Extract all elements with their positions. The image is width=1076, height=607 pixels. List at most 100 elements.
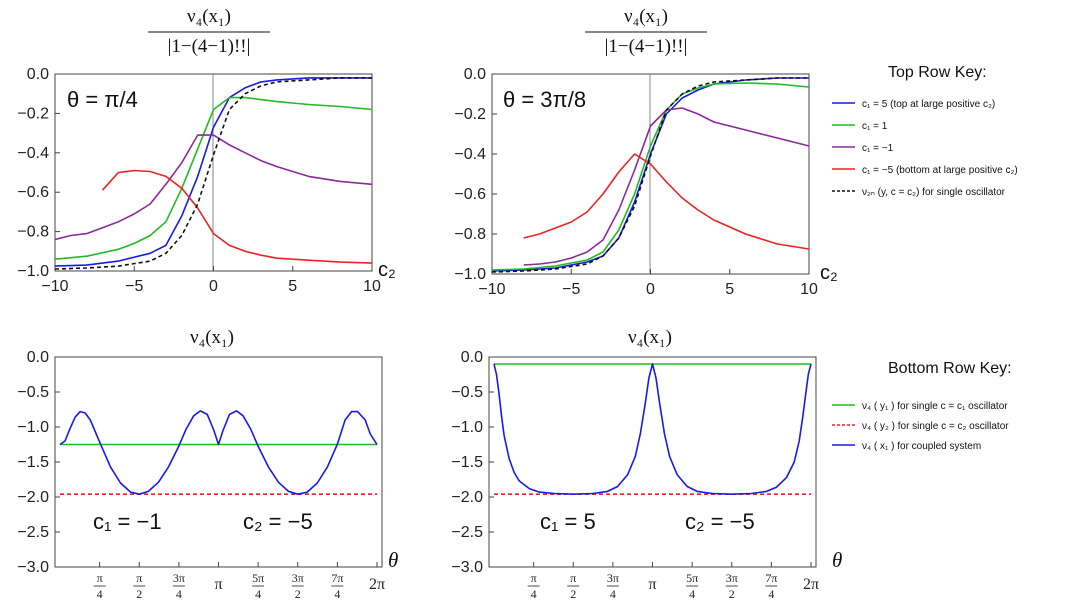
key-label: c₁ = 5 (top at large positive c₂) — [862, 99, 995, 110]
series-line-3 — [493, 363, 812, 496]
x-tick-label-numerator: 3π — [607, 571, 619, 585]
title-numerator: ν₄(x₁) — [624, 6, 668, 27]
series-line-2 — [491, 82, 810, 271]
y-tick-label: −0.8 — [17, 224, 49, 241]
y-ticks: 0.0 −0.2 −0.4 −0.6 −0.8 −1.0 — [454, 66, 497, 283]
key-label: ν₄ ( y₁ ) for single c = c₁ oscillator — [862, 401, 1008, 412]
x-axis-label: c₂ — [820, 262, 838, 284]
series-line-3 — [59, 410, 378, 496]
series-line-3 — [523, 107, 810, 266]
series-group — [493, 363, 812, 496]
y-tick-label: −2.5 — [451, 524, 483, 541]
x-tick-label: π — [648, 576, 656, 593]
x-tick-label-denominator: 4 — [768, 587, 774, 601]
panel-bottom-left: ν₄(x₁) 0.0 −0.5 −1.0 −1.5 −2.0 −2.5 −3.0 π 4 π 2 3… — [17, 327, 398, 601]
x-tick-label-numerator: π — [97, 571, 103, 585]
panel-top-left: ν₄(x₁) |1−(4−1)!!| 0.0 −0.2 −0.4 −0.6 −0.8 −1… — [17, 6, 395, 295]
y-tick-label: −0.5 — [451, 384, 483, 401]
panel-top-right: ν₄(x₁) |1−(4−1)!!| 0.0 −0.2 −0.4 −0.6 −0.8 −1… — [454, 6, 837, 298]
x-tick-label-numerator: π — [531, 571, 537, 585]
y-tick-label: −1.0 — [17, 263, 49, 280]
x-tick-label: −5 — [125, 278, 143, 295]
y-tick-label: −0.5 — [17, 384, 49, 401]
panel-bottom-right: ν₄(x₁) 0.0 −0.5 −1.0 −1.5 −2.0 −2.5 −3.0 π 4 π 2 3… — [451, 327, 842, 601]
x-axis-label: c₂ — [378, 259, 396, 281]
panel-title: ν₄(x₁) — [190, 327, 234, 348]
x-tick-label-denominator: 4 — [531, 587, 537, 601]
x-tick-label-numerator: 5π — [252, 571, 264, 585]
theta-annotation: θ = π/4 — [67, 87, 138, 112]
c2-annotation: c₂ = −5 — [243, 509, 313, 534]
x-tick-label-numerator: 7π — [331, 571, 343, 585]
y-tick-label: −2.0 — [17, 489, 49, 506]
series-line-5 — [491, 77, 809, 273]
x-ticks: π 4 π 2 3π 4 π 5π 4 3π 2 7π 4 2π — [527, 562, 819, 601]
key-label: c₁ = 1 — [862, 121, 888, 132]
plot-frame — [488, 356, 817, 568]
y-tick-label: −0.4 — [17, 145, 49, 162]
series-line-4 — [523, 153, 810, 250]
x-tick-label-denominator: 4 — [689, 587, 695, 601]
theta-annotation: θ = 3π/8 — [503, 87, 586, 112]
top-key-items: c₁ = 5 (top at large positive c₂) c₁ = 1 c… — [832, 99, 1018, 198]
x-tick-label-denominator: 4 — [255, 587, 261, 601]
x-tick-label: −5 — [562, 281, 580, 298]
y-tick-label: 0.0 — [461, 349, 483, 366]
y-tick-label: −0.2 — [17, 105, 49, 122]
x-axis-label: θ — [832, 548, 842, 572]
y-tick-label: −1.5 — [451, 454, 483, 471]
x-tick-label: 5 — [288, 278, 297, 295]
y-tick-label: −0.6 — [17, 184, 49, 201]
x-tick-label-denominator: 4 — [610, 587, 616, 601]
bottom-row-key: Bottom Row Key: ν₄ ( y₁ ) for single c =… — [832, 360, 1012, 452]
key-label: ν₄ ( x₁ ) for coupled system — [862, 441, 981, 452]
x-ticks: −10 −5 0 5 10 — [41, 266, 381, 295]
x-tick-label: 2π — [803, 576, 819, 593]
y-ticks: 0.0 −0.2 −0.4 −0.6 −0.8 −1.0 — [17, 66, 60, 280]
y-tick-label: −0.4 — [454, 146, 486, 163]
x-tick-label: 10 — [800, 281, 818, 298]
title-denominator: |1−(4−1)!!| — [605, 36, 688, 57]
x-tick-label: 5 — [725, 281, 734, 298]
c1-annotation: c₁ = 5 — [540, 509, 596, 534]
x-tick-label-denominator: 4 — [334, 587, 340, 601]
key-label: c₁ = −5 (bottom at large positive c₂) — [862, 165, 1018, 176]
x-tick-label-denominator: 2 — [570, 587, 576, 601]
x-tick-label: π — [214, 576, 222, 593]
x-tick-label-denominator: 2 — [136, 587, 142, 601]
x-tick-label: −10 — [41, 278, 68, 295]
y-tick-label: −3.0 — [451, 559, 483, 576]
x-tick-label: 0 — [209, 278, 218, 295]
y-tick-label: −3.0 — [17, 559, 49, 576]
x-tick-label-denominator: 4 — [176, 587, 182, 601]
y-tick-label: −1.5 — [17, 454, 49, 471]
series-line-3 — [54, 134, 373, 241]
y-tick-label: −1.0 — [451, 419, 483, 436]
y-ticks: 0.0 −0.5 −1.0 −1.5 −2.0 −2.5 −3.0 — [17, 349, 60, 576]
key-label: ν₄ ( y₂ ) for single c = c₂ oscillator — [862, 421, 1009, 432]
y-ticks: 0.0 −0.5 −1.0 −1.5 −2.0 −2.5 −3.0 — [451, 349, 494, 576]
y-tick-label: −2.0 — [451, 489, 483, 506]
x-tick-label: 2π — [369, 576, 385, 593]
series-group — [54, 77, 373, 270]
bottom-key-items: ν₄ ( y₁ ) for single c = c₁ oscillator ν₄… — [832, 401, 1009, 452]
y-tick-label: −0.6 — [454, 186, 486, 203]
key-label: c₁ = −1 — [862, 143, 894, 154]
x-axis-label: θ — [388, 548, 398, 572]
series-group — [491, 77, 810, 273]
title-denominator: |1−(4−1)!!| — [168, 36, 251, 57]
x-tick-label: −10 — [478, 281, 505, 298]
title-numerator: ν₄(x₁) — [187, 6, 231, 27]
x-tick-label-numerator: π — [570, 571, 576, 585]
top-key-title: Top Row Key: — [888, 64, 987, 81]
x-tick-label-denominator: 4 — [97, 587, 103, 601]
y-tick-label: −0.2 — [454, 106, 486, 123]
x-ticks: π 4 π 2 3π 4 π 5π 4 3π 2 7π 4 2π — [93, 562, 385, 601]
x-tick-label-numerator: 3π — [173, 571, 185, 585]
bottom-key-title: Bottom Row Key: — [888, 360, 1012, 377]
x-tick-label: 10 — [363, 278, 381, 295]
y-tick-label: 0.0 — [27, 66, 49, 83]
y-tick-label: 0.0 — [27, 349, 49, 366]
x-tick-label-denominator: 2 — [295, 587, 301, 601]
